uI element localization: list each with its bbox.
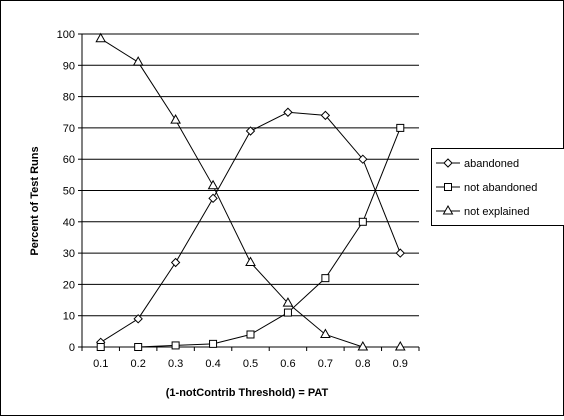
x-tick-label-0.9: 0.9: [393, 358, 408, 370]
y-tick-label-30: 30: [63, 248, 75, 260]
y-tick-label-100: 100: [57, 29, 75, 41]
x-tick-labels: 0.1 0.2 0.3 0.4 0.5 0.6 0.7 0.8 0.9: [93, 358, 408, 370]
legend-label-abandoned: abandoned: [464, 158, 519, 170]
point-not-abandoned-0.6: [283, 308, 292, 317]
y-tick-label-50: 50: [63, 186, 75, 198]
point-not-explained-0.6: [282, 297, 294, 307]
x-tick-label-0.7: 0.7: [318, 358, 333, 370]
legend: abandoned not abandoned not explained: [431, 148, 564, 226]
y-tick-label-10: 10: [63, 311, 75, 323]
legend-item-abandoned: abandoned: [436, 158, 519, 170]
legend-entries: abandoned not abandoned not explained: [436, 158, 537, 218]
point-abandoned-0.8: [358, 154, 368, 164]
point-not-explained-0.7: [320, 328, 331, 338]
point-not-abandoned-0.9: [396, 123, 405, 132]
legend-marker-abandoned: [443, 158, 453, 168]
series-not-abandoned: [96, 123, 405, 351]
point-not-explained-0.2: [132, 56, 144, 66]
point-abandoned-0.5: [245, 126, 256, 136]
point-not-explained-0.3: [170, 114, 181, 124]
point-not-explained-0.9: [394, 340, 406, 351]
point-abandoned-0.6: [283, 107, 293, 117]
grid-lines: [82, 33, 419, 348]
y-axis-title: Percent of Test Runs: [29, 146, 41, 255]
legend-label-not-abandoned: not abandoned: [464, 182, 537, 194]
x-tick-label-0.4: 0.4: [205, 358, 220, 370]
y-tick-label-60: 60: [63, 154, 75, 166]
point-not-abandoned-0.7: [321, 274, 330, 283]
x-axis-title: (1-notContrib Threshold) = PAT: [166, 387, 329, 399]
point-not-abandoned-0.5: [246, 330, 255, 339]
legend-label-not-explained: not explained: [464, 206, 529, 218]
series-line-not-explained: [100, 38, 401, 348]
point-not-explained-0.8: [357, 340, 369, 351]
y-tick-label-20: 20: [63, 279, 75, 291]
data-series: [95, 32, 406, 351]
x-tick-label-0.1: 0.1: [93, 358, 108, 370]
x-tick-label-0.6: 0.6: [280, 358, 295, 370]
x-tick-label-0.5: 0.5: [243, 358, 258, 370]
point-not-abandoned-0.1: [96, 343, 105, 351]
point-not-abandoned-0.3: [171, 341, 180, 350]
point-abandoned-0.4: [208, 193, 218, 204]
y-tick-labels: 0 10 20 30 40 50 60 70 80 90 100: [57, 29, 75, 354]
point-abandoned-0.7: [320, 110, 331, 121]
x-tick-label-0.2: 0.2: [131, 358, 146, 370]
point-not-abandoned-0.2: [134, 343, 143, 351]
point-not-explained-0.4: [207, 179, 219, 190]
legend-marker-not-explained: [442, 204, 454, 215]
point-abandoned-0.9: [395, 248, 405, 258]
point-not-explained-0.5: [245, 256, 256, 266]
point-not-abandoned-0.4: [209, 339, 218, 348]
y-tick-label-70: 70: [63, 123, 75, 135]
series-line-not-abandoned: [100, 127, 401, 348]
x-tick-label-0.8: 0.8: [355, 358, 370, 370]
axes: [78, 33, 420, 351]
point-abandoned-0.2: [133, 314, 143, 324]
point-not-explained-0.1: [95, 32, 107, 43]
y-tick-label-0: 0: [69, 342, 75, 354]
y-tick-label-80: 80: [63, 92, 75, 104]
legend-marker-not-abandoned: [444, 183, 452, 191]
point-abandoned-0.3: [170, 257, 181, 268]
point-not-abandoned-0.8: [358, 217, 367, 226]
y-tick-label-40: 40: [63, 217, 75, 229]
legend-item-not-abandoned: not abandoned: [436, 182, 537, 194]
series-not-explained: [95, 32, 406, 351]
series-abandoned: [96, 107, 405, 348]
series-line-abandoned: [100, 111, 401, 343]
y-tick-label-90: 90: [63, 60, 75, 72]
x-tick-label-0.3: 0.3: [168, 358, 183, 370]
legend-item-not-explained: not explained: [436, 204, 529, 218]
